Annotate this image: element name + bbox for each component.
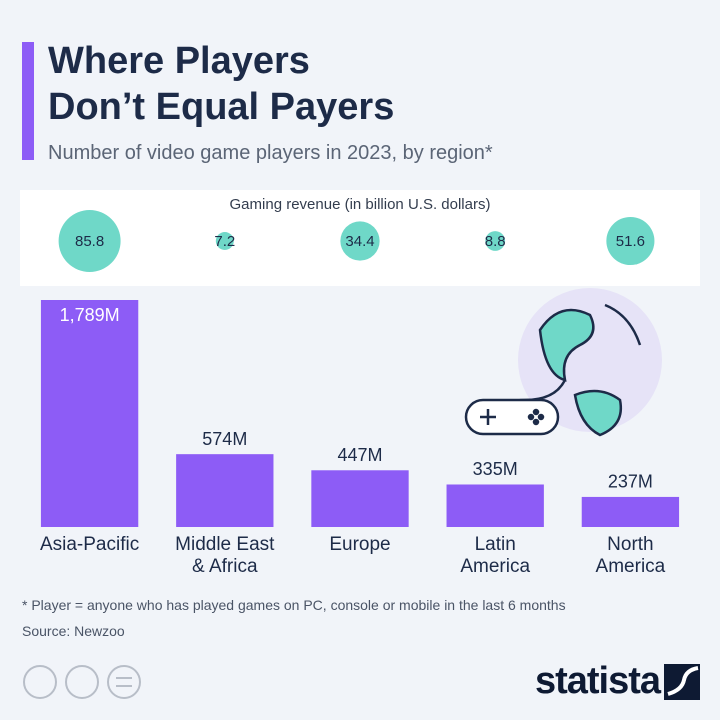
brand-mark: [664, 664, 700, 700]
source: Source: Newzoo: [22, 623, 125, 639]
bubble-label: 34.4: [345, 233, 374, 250]
bar: [176, 454, 274, 527]
revenue-bubble: [340, 221, 380, 261]
category-label: North America: [595, 534, 666, 577]
chart-subtitle: Number of video game players in 2023, by…: [48, 142, 493, 164]
value-label: 335M: [473, 459, 518, 479]
globe-illustration: [464, 288, 662, 437]
category-label: Europe: [329, 534, 391, 555]
value-label: 447M: [337, 445, 382, 465]
bar: [40, 300, 139, 527]
license-icons: [23, 665, 141, 699]
bar: [311, 470, 409, 527]
bar: [446, 484, 544, 527]
bubble-title: Gaming revenue (in billion U.S. dollars): [229, 196, 491, 213]
value-label: 574M: [202, 429, 247, 449]
accent-bar: [22, 42, 34, 160]
footnote: * Player = anyone who has played games o…: [22, 597, 566, 613]
revenue-bubble: [485, 231, 506, 251]
revenue-bubble: [58, 210, 121, 272]
bubble-label: 8.8: [485, 233, 506, 250]
value-label: 1,789M: [60, 305, 120, 325]
revenue-bubble: [215, 232, 234, 250]
revenue-bubble: [606, 216, 655, 266]
bar: [581, 496, 680, 527]
bubble-label: 7.2: [214, 233, 235, 250]
chart-title: Where Players Don’t Equal Payers: [48, 40, 395, 128]
bubble-label: 51.6: [616, 233, 645, 250]
category-label: Middle East & Africa: [175, 534, 275, 577]
category-label: Asia-Pacific: [39, 534, 140, 555]
brand: statista: [534, 660, 661, 702]
category-label: Latin America: [460, 534, 531, 577]
value-label: 237M: [608, 472, 653, 492]
bubble-label: 85.8: [75, 233, 104, 250]
